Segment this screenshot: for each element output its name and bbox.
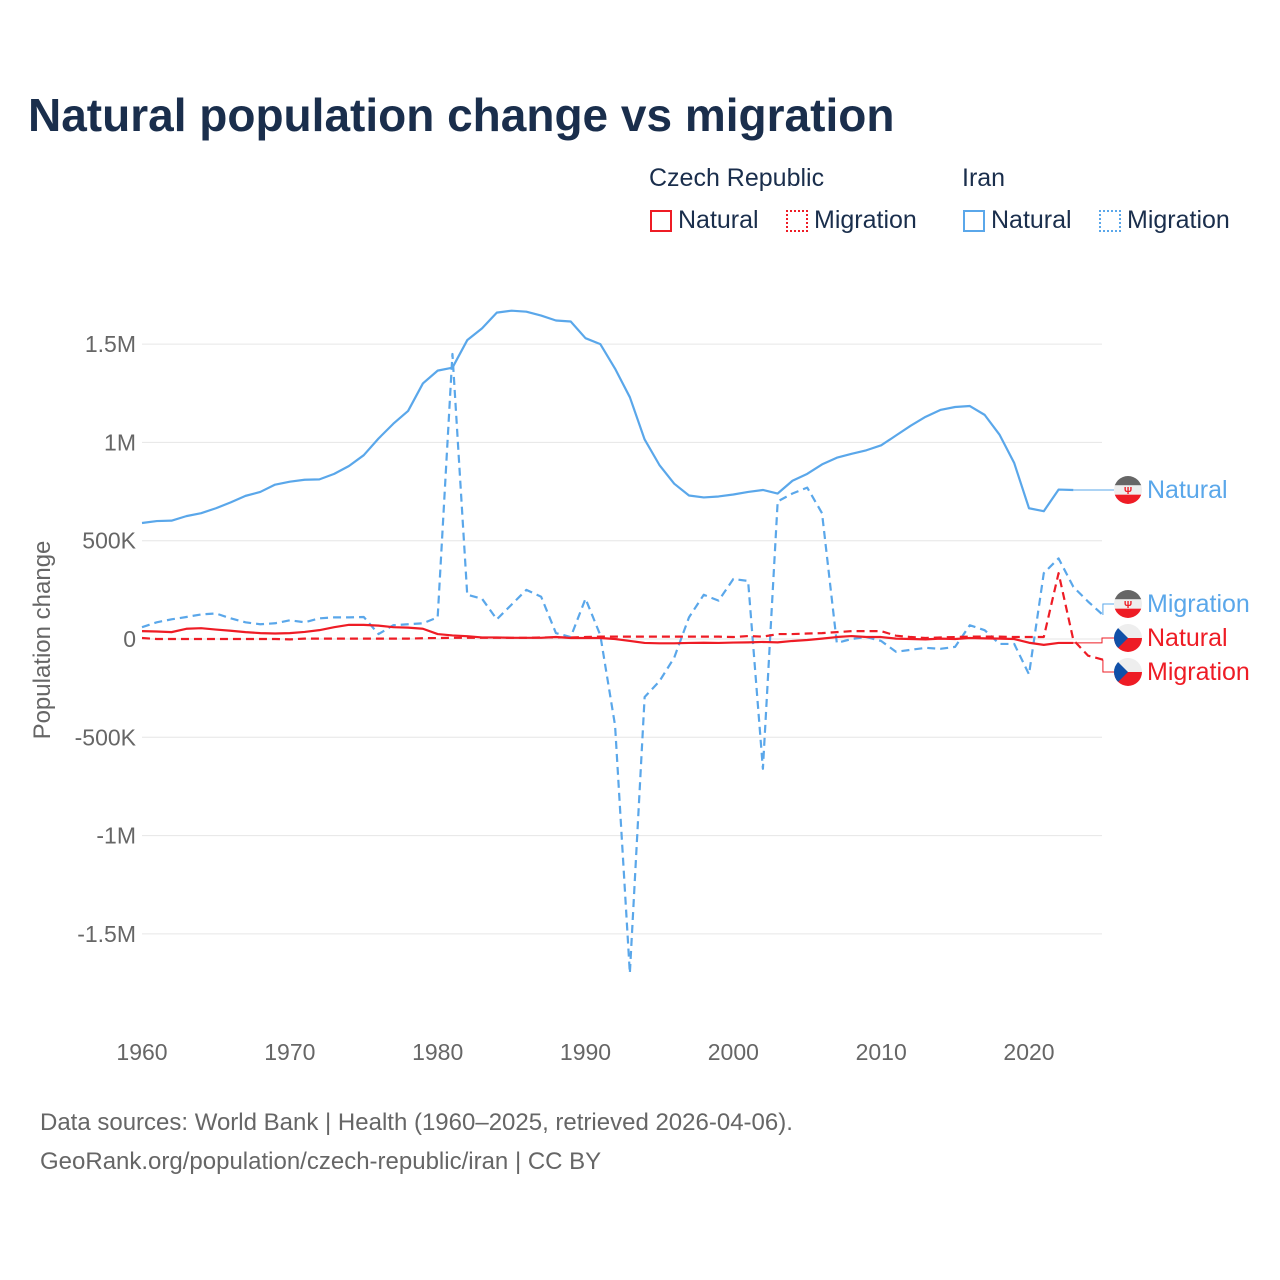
series-line-czech-republic-migration[interactable] <box>141 572 1104 661</box>
label-connector <box>1102 603 1114 616</box>
series-line-czech-republic-natural[interactable] <box>141 623 1074 646</box>
legend-iran-natural[interactable]: Natural <box>963 206 1072 235</box>
chart-title: Natural population change vs migration <box>28 89 895 141</box>
series-end-label: Natural <box>1147 476 1228 504</box>
dotted-swatch-icon <box>786 209 808 232</box>
footer-link[interactable]: GeoRank.org/population/czech-republic/ir… <box>40 1148 602 1175</box>
label-connector <box>1073 637 1114 644</box>
series-end-label: Migration <box>1147 590 1250 618</box>
x-tick-label: 2010 <box>856 1039 907 1065</box>
legend-label: Migration <box>1127 206 1230 234</box>
y-tick-label: 0 <box>123 626 136 652</box>
series-end-label: Migration <box>1147 658 1250 686</box>
x-tick-label: 2000 <box>708 1039 759 1065</box>
x-tick-label: 1980 <box>412 1039 463 1065</box>
legend-label: Natural <box>991 206 1072 234</box>
czech-flag-icon <box>1114 624 1142 652</box>
legend-label: Migration <box>814 206 917 234</box>
legend-czech-migration[interactable]: Migration <box>786 206 917 235</box>
y-tick-label: 1M <box>104 429 136 455</box>
legend-label: Natural <box>678 206 759 234</box>
iran-flag-icon: Ψ <box>1114 590 1142 618</box>
legend-czech-natural[interactable]: Natural <box>650 206 759 235</box>
iran-flag-icon: Ψ <box>1114 476 1142 504</box>
y-tick-label: -1M <box>96 823 136 849</box>
y-tick-label: 1.5M <box>85 331 136 357</box>
y-axis-label: Population change <box>29 541 56 740</box>
solid-swatch-icon <box>650 209 672 232</box>
series-line-iran-migration[interactable] <box>141 352 1104 975</box>
series-end-label: Natural <box>1147 624 1228 652</box>
legend-iran-migration[interactable]: Migration <box>1099 206 1230 235</box>
dotted-swatch-icon <box>1099 209 1121 232</box>
y-tick-label: 500K <box>82 528 136 554</box>
y-tick-label: -500K <box>75 724 137 750</box>
x-tick-label: 1990 <box>560 1039 611 1065</box>
svg-text:Ψ: Ψ <box>1124 486 1132 497</box>
series-line-iran-natural[interactable] <box>141 309 1074 525</box>
x-tick-label: 1960 <box>116 1039 167 1065</box>
solid-swatch-icon <box>963 209 985 232</box>
czech-flag-icon <box>1114 658 1142 686</box>
x-tick-label: 1970 <box>264 1039 315 1065</box>
legend-group-iran: Iran <box>962 164 1006 192</box>
x-tick-label: 2020 <box>1003 1039 1054 1065</box>
footer-sources: Data sources: World Bank | Health (1960–… <box>40 1109 793 1136</box>
legend-group-czech: Czech Republic <box>649 164 825 192</box>
y-tick-label: -1.5M <box>77 921 136 947</box>
svg-text:Ψ: Ψ <box>1124 600 1132 611</box>
label-connector <box>1102 659 1114 673</box>
